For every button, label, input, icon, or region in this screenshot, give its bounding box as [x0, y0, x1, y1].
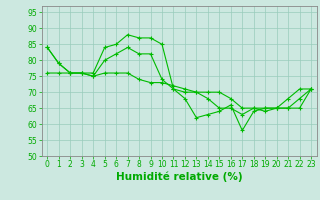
X-axis label: Humidité relative (%): Humidité relative (%) — [116, 172, 243, 182]
